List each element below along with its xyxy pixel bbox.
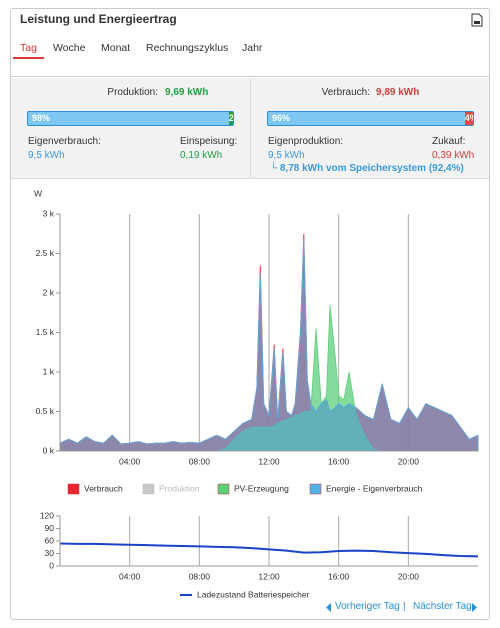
legend-label: Produktion [159, 483, 200, 493]
line [59, 542, 479, 558]
y-tick-label: 2.5 k [36, 248, 55, 258]
tab-underline [13, 57, 44, 59]
self-production-value: 9,5 kWh [268, 150, 305, 161]
legend-label: Verbrauch [84, 483, 123, 493]
bar-label: 4% [464, 113, 473, 123]
tab[interactable]: Woche [53, 42, 86, 54]
bar-label: 96% [272, 113, 291, 123]
bar-segment: 96% [268, 112, 465, 125]
bar-segment: 4% [464, 112, 473, 125]
pdf-icon[interactable] [471, 13, 483, 27]
y-axis-label: W [34, 188, 42, 198]
x-tick-label: 12:00 [258, 456, 280, 466]
separator: | [403, 601, 406, 612]
legend-swatch [309, 483, 322, 495]
y-tick-label: 60 [45, 535, 55, 545]
self-production-label: Eigenproduktion: [268, 136, 344, 147]
x-tick-label: 20:00 [398, 456, 420, 466]
bar-segment: 98% [28, 112, 229, 125]
consumption-value: 9,89 kWh [376, 87, 420, 98]
tab[interactable]: Tag [20, 42, 37, 54]
tab[interactable]: Jahr [242, 42, 263, 54]
x-tick-label: 04:00 [119, 571, 141, 581]
self-consumption-value: 9,5 kWh [28, 150, 65, 161]
legend-swatch [67, 483, 80, 495]
production-bar: 98% 2% [27, 111, 234, 126]
y-tick-label: 30 [45, 548, 55, 558]
purchase-value: 0,39 kWh [432, 150, 475, 161]
y-tick-label: 120 [40, 510, 54, 520]
y-tick-label: 1 k [43, 366, 55, 376]
prev-icon[interactable] [326, 603, 332, 612]
consumption-label: Verbrauch: [321, 87, 370, 98]
feed-in-value: 0,19 kWh [180, 150, 223, 161]
y-tick-label: 2 k [43, 287, 55, 297]
x-tick-label: 16:00 [328, 571, 350, 581]
legend-label: Energie - Eigenverbrauch [326, 483, 423, 493]
previous-day[interactable]: Vorheriger Tag [335, 601, 400, 612]
tab-divider [10, 76, 490, 77]
x-tick-label: 12:00 [258, 571, 280, 581]
title: Leistung und Energieertrag [20, 12, 177, 26]
next-icon[interactable] [472, 603, 478, 612]
x-tick-label: 08:00 [189, 571, 211, 581]
y-tick-label: 0 [49, 560, 54, 570]
y-tick-label: 3 k [43, 208, 55, 218]
x-tick-label: 16:00 [328, 456, 350, 466]
self-consumption-label: Eigenverbrauch: [28, 136, 101, 147]
legend-label: Ladezustand Batteriespeicher [197, 589, 310, 599]
storage-note: └ 8,78 kWh vom Speichersystem (92,4%) [270, 163, 464, 174]
x-tick-label: 08:00 [189, 456, 211, 466]
bar-label: 98% [32, 113, 51, 123]
next-day[interactable]: Nächster Tag [413, 601, 472, 612]
consumption-bar: 96% 4% [267, 111, 474, 126]
y-tick-label: 0.5 k [36, 406, 55, 416]
legend-swatch [142, 483, 155, 495]
y-tick-label: 90 [45, 523, 55, 533]
y-tick-label: 0 k [43, 445, 55, 455]
legend-label: PV-Erzeugung [234, 483, 289, 493]
feed-in-label: Einspeisung: [180, 136, 238, 147]
x-tick-label: 20:00 [398, 571, 420, 581]
bar-segment: 2% [228, 112, 234, 125]
panel [10, 8, 490, 620]
summary-divider [250, 78, 251, 178]
y-tick-label: 1.5 k [36, 327, 55, 337]
tab[interactable]: Monat [101, 42, 131, 54]
purchase-label: Zukauf: [432, 136, 466, 147]
bar-label: 2% [228, 113, 234, 123]
production-value: 9,69 kWh [165, 87, 209, 98]
legend-swatch [217, 483, 230, 495]
x-tick-label: 04:00 [119, 456, 141, 466]
production-label: Produktion: [107, 87, 158, 98]
tab[interactable]: Rechnungszyklus [146, 42, 229, 54]
area [59, 239, 479, 452]
